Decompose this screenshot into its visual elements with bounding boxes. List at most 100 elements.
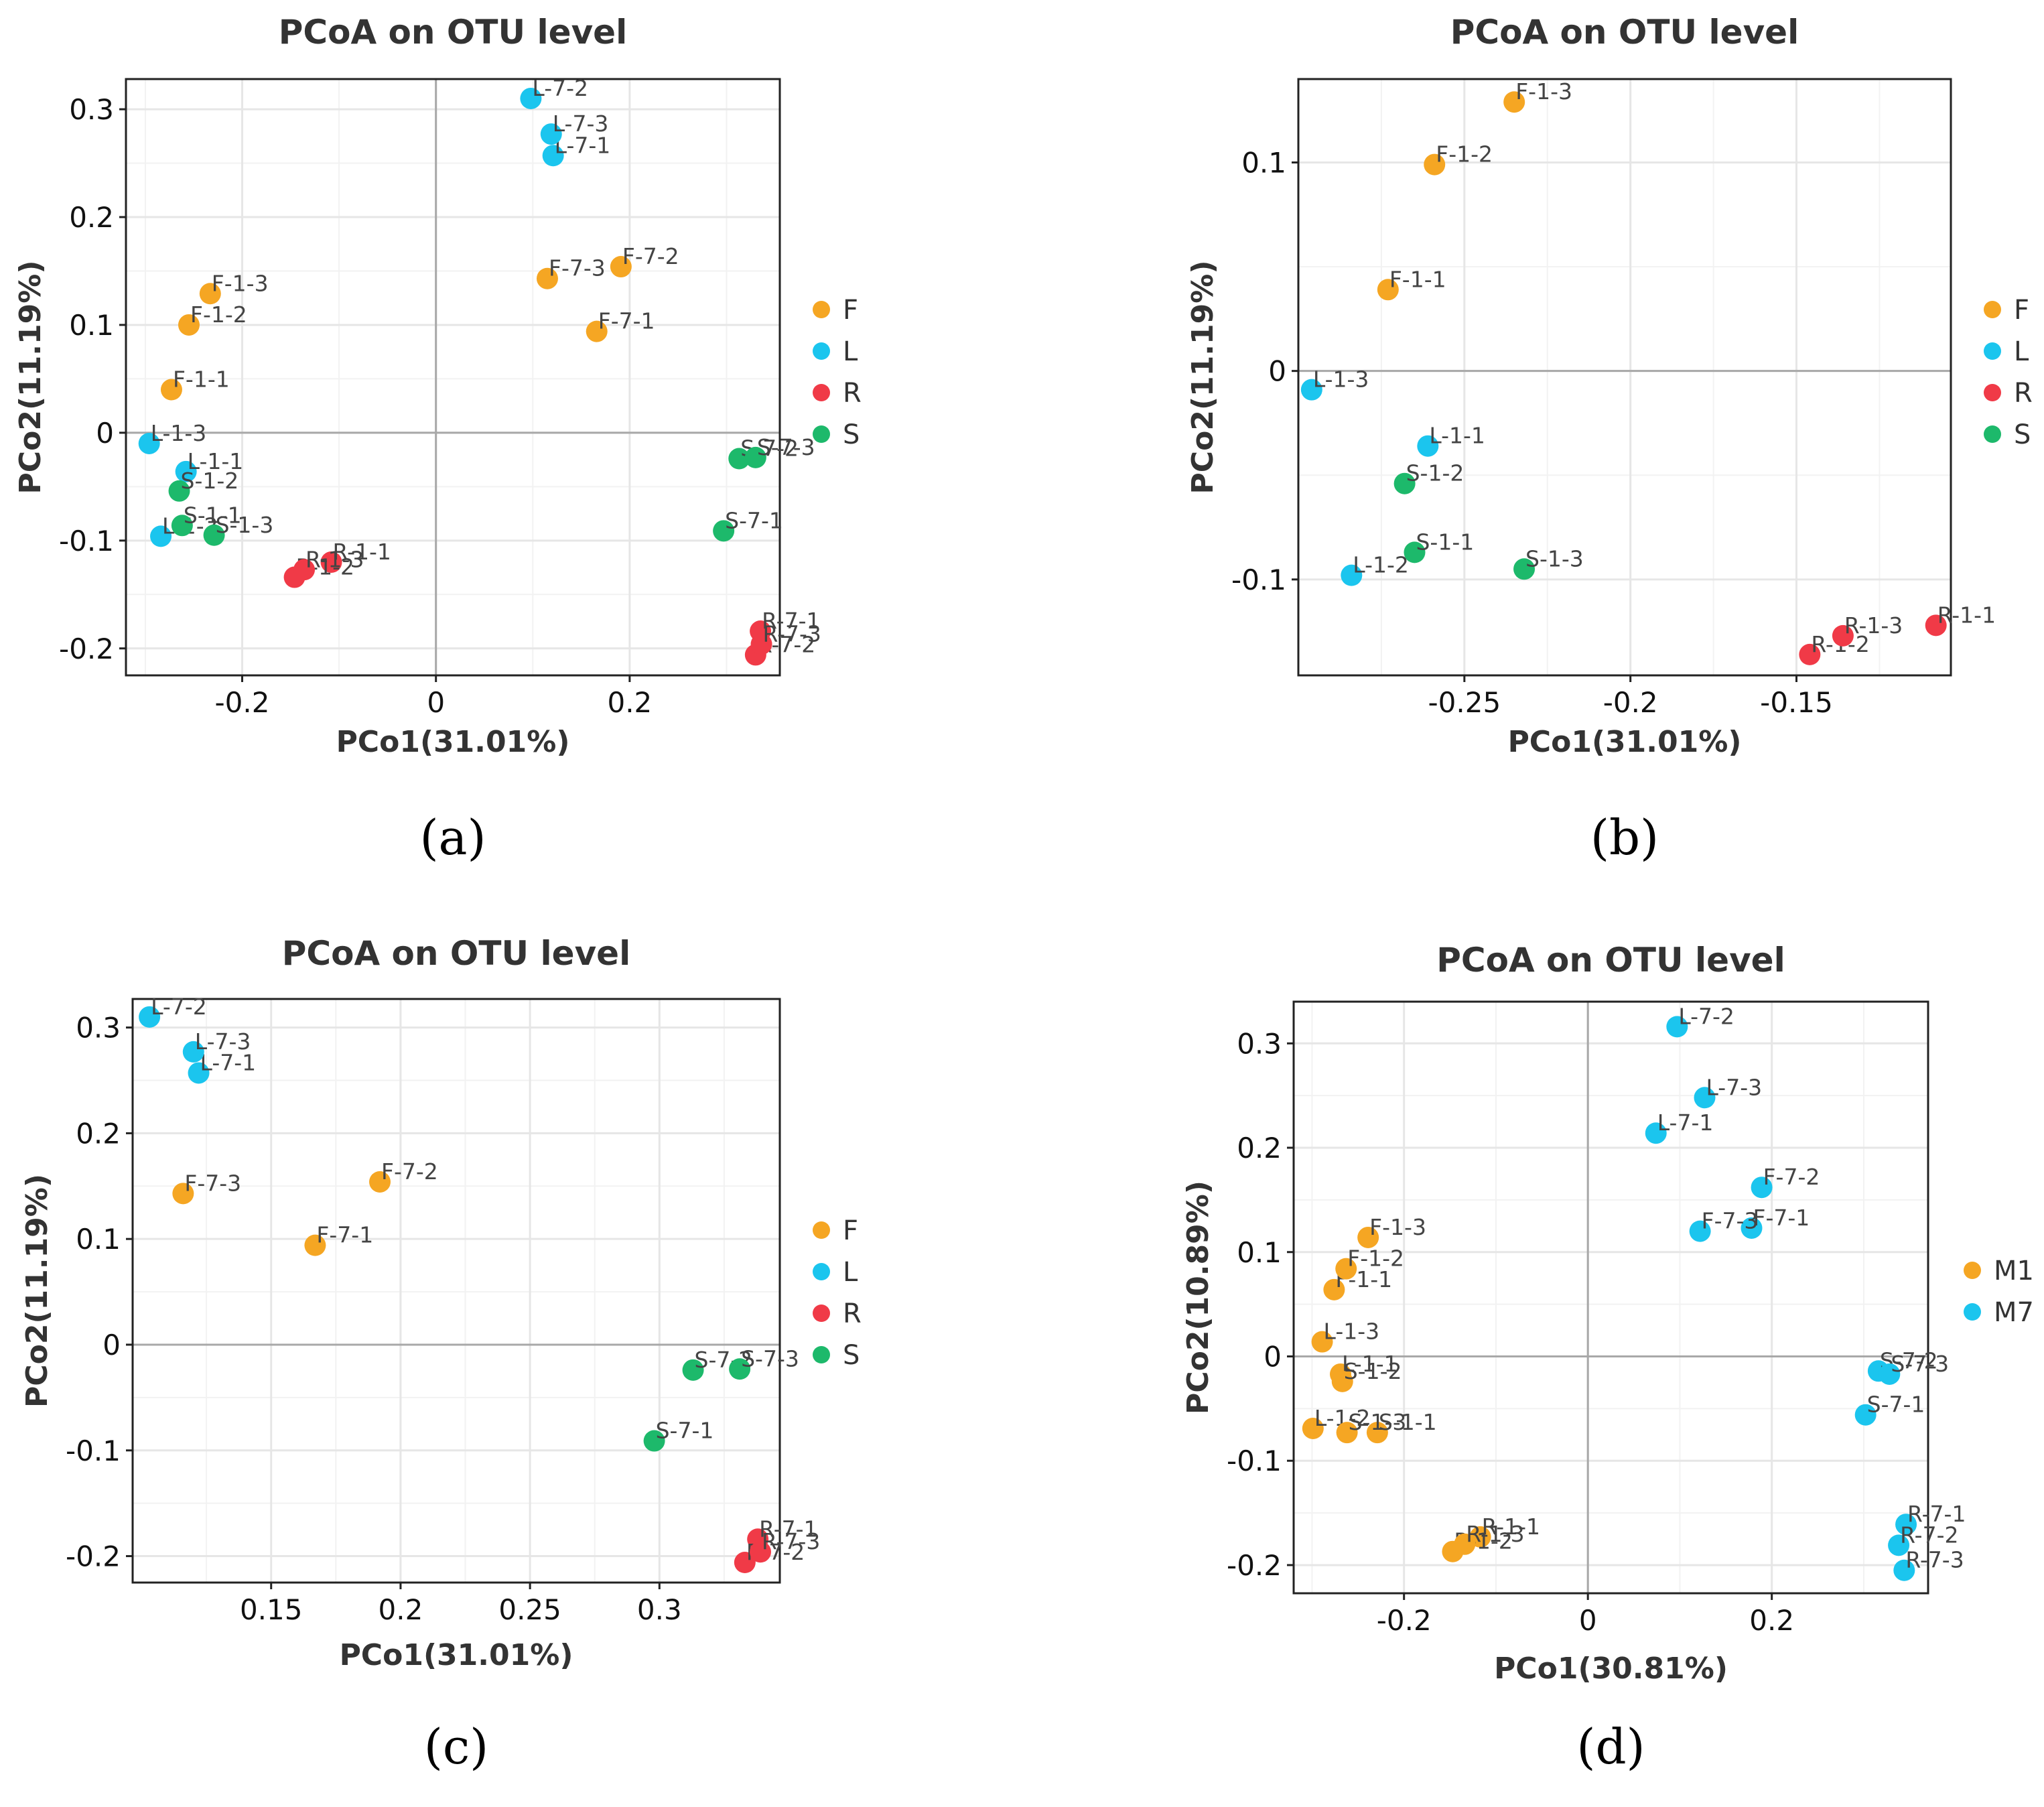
- point-S-1-2: S-1-2: [1393, 460, 1464, 494]
- legend-label: F: [843, 1215, 858, 1246]
- point-marker: [1404, 541, 1426, 563]
- point-marker: [1888, 1534, 1910, 1556]
- y-axis-label: PCo2(11.19%): [20, 1174, 54, 1408]
- y-tick-label: 0.3: [76, 1012, 121, 1045]
- point-label: F-1-1: [1389, 266, 1446, 292]
- point-label: L-7-1: [555, 132, 611, 158]
- point-L-1-3: L-1-3: [1300, 366, 1369, 401]
- legend-marker: [1964, 1303, 1981, 1321]
- point-marker: [536, 267, 558, 289]
- point-L-1-3: L-1-3: [1311, 1319, 1379, 1353]
- panel-2: PCoA on OTU level -0.25 -0.2 -0.15 -0.1 0 0.1 P…: [1186, 13, 2033, 866]
- point-L-1-1: L-1-1: [175, 448, 243, 482]
- point-S-1-1: S-1-1: [1404, 529, 1474, 563]
- point-marker: [304, 1234, 326, 1256]
- point-F-7-1: F-7-1: [304, 1222, 373, 1256]
- point-marker: [1854, 1404, 1877, 1426]
- point-L-7-1: L-7-1: [542, 132, 611, 167]
- point-S-1-2: S-1-2: [1331, 1358, 1402, 1392]
- point-label: S-7-3: [741, 1345, 799, 1371]
- legend-label: M7: [1994, 1297, 2034, 1328]
- legend-marker: [1984, 301, 2001, 318]
- point-marker: [369, 1170, 391, 1193]
- point-marker: [586, 320, 608, 342]
- point-S-1-3: S-1-3: [1513, 545, 1584, 580]
- point-F-1-2: F-1-2: [178, 302, 247, 336]
- point-marker: [1503, 91, 1525, 113]
- point-marker: [1311, 1331, 1333, 1353]
- point-label: R-7-3: [1905, 1547, 1964, 1573]
- point-marker: [172, 1183, 194, 1205]
- point-R-7-2: R-7-2: [1888, 1522, 1958, 1556]
- point-marker: [734, 1552, 756, 1574]
- point-marker: [1366, 1422, 1388, 1444]
- plot-border: [125, 78, 781, 677]
- y-tick-label: -0.2: [66, 1540, 121, 1573]
- y-tick-label: -0.2: [59, 632, 114, 665]
- point-F-7-2: F-7-2: [1751, 1164, 1820, 1199]
- point-label: L-7-2: [151, 994, 207, 1020]
- legend-marker: [1984, 342, 2001, 360]
- point-marker: [1417, 435, 1439, 457]
- point-F-1-3: F-1-3: [1503, 78, 1572, 113]
- point-marker: [713, 520, 735, 542]
- legend-label: L: [843, 336, 858, 367]
- point-label: F-1-3: [1369, 1214, 1426, 1240]
- point-label: R-1-3: [1466, 1521, 1524, 1547]
- legend-label: L: [843, 1257, 858, 1288]
- point-R-1-3: R-1-3: [293, 546, 364, 581]
- legend-marker: [813, 425, 830, 443]
- point-L-1-1: L-1-1: [1417, 423, 1485, 457]
- point-label: R-7-3: [762, 1528, 820, 1554]
- point-label: L-7-1: [1657, 1110, 1714, 1136]
- x-tick-label: -0.15: [1760, 686, 1833, 719]
- point-R-7-3: R-7-3: [750, 1528, 820, 1563]
- point-F-7-3: F-7-3: [536, 255, 606, 289]
- legend-marker: [813, 301, 830, 318]
- point-label: F-7-2: [381, 1158, 438, 1185]
- point-marker: [320, 551, 342, 574]
- point-label: L-7-2: [1678, 1003, 1734, 1029]
- legend-label: M1: [1994, 1256, 2034, 1286]
- y-tick-label: 0.1: [69, 309, 114, 342]
- point-label: L-1-3: [151, 420, 207, 446]
- x-tick-label: 0.15: [240, 1593, 303, 1626]
- point-marker: [160, 379, 182, 401]
- point-marker: [203, 524, 225, 546]
- point-label: F-7-1: [316, 1222, 373, 1248]
- y-tick-label: 0.1: [1241, 146, 1286, 179]
- x-axis-label: PCo1(31.01%): [336, 725, 570, 759]
- y-tick-label: -0.1: [59, 525, 114, 557]
- legend-label: S: [843, 419, 860, 450]
- point-F-7-1: F-7-1: [1741, 1205, 1810, 1239]
- legend-marker: [813, 1304, 830, 1322]
- point-F-1-3: F-1-3: [199, 270, 269, 305]
- point-L-7-2: L-7-2: [1666, 1003, 1734, 1038]
- legend-label: L: [2014, 336, 2029, 367]
- point-L-1-3: L-1-3: [138, 420, 207, 454]
- point-label: S-1-1: [1379, 1409, 1437, 1435]
- point-label: S-1-3: [1349, 1409, 1407, 1435]
- point-label: F-7-1: [1753, 1205, 1810, 1231]
- y-axis-label: PCo2(11.19%): [13, 261, 48, 494]
- point-label: F-7-3: [184, 1170, 241, 1196]
- panel-caption: (d): [1576, 1719, 1645, 1775]
- point-marker: [1666, 1016, 1688, 1038]
- legend-marker: [1964, 1262, 1981, 1279]
- point-marker: [199, 283, 221, 305]
- point-marker: [682, 1359, 704, 1381]
- point-S-7-3: S-7-3: [729, 1345, 799, 1380]
- point-label: F-7-2: [622, 243, 679, 269]
- point-marker: [1393, 472, 1416, 494]
- point-marker: [1323, 1278, 1345, 1300]
- point-marker: [1925, 614, 1947, 637]
- x-tick-label: -0.25: [1428, 686, 1501, 719]
- point-F-7-3: F-7-3: [172, 1170, 241, 1205]
- point-F-7-2: F-7-2: [610, 243, 679, 278]
- point-label: F-1-3: [1515, 78, 1572, 105]
- y-tick-label: 0.3: [1237, 1027, 1282, 1060]
- point-R-1-1: R-1-1: [1925, 602, 1996, 637]
